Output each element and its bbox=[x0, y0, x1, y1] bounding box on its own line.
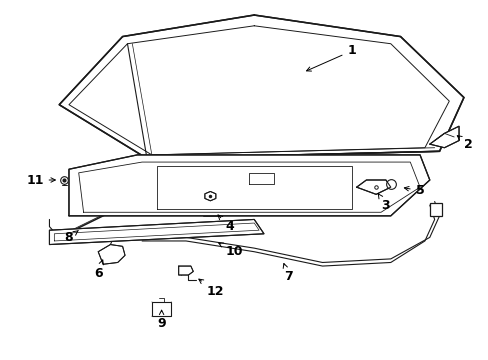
Text: 1: 1 bbox=[306, 44, 355, 71]
Polygon shape bbox=[69, 155, 429, 216]
Polygon shape bbox=[98, 244, 125, 264]
Text: 6: 6 bbox=[94, 260, 103, 280]
Polygon shape bbox=[204, 192, 215, 201]
Text: 7: 7 bbox=[283, 264, 292, 283]
Text: 2: 2 bbox=[456, 136, 472, 150]
Polygon shape bbox=[49, 220, 264, 244]
Polygon shape bbox=[59, 15, 463, 158]
Text: 4: 4 bbox=[218, 215, 234, 233]
Text: 12: 12 bbox=[199, 279, 224, 298]
FancyBboxPatch shape bbox=[429, 203, 441, 216]
Text: 10: 10 bbox=[218, 243, 243, 258]
Polygon shape bbox=[356, 180, 390, 194]
Text: 5: 5 bbox=[404, 184, 424, 197]
Text: 8: 8 bbox=[64, 230, 78, 244]
Text: 9: 9 bbox=[157, 310, 165, 330]
FancyBboxPatch shape bbox=[152, 302, 171, 316]
Text: 3: 3 bbox=[377, 193, 389, 212]
Text: 11: 11 bbox=[26, 174, 55, 186]
Polygon shape bbox=[178, 266, 193, 275]
Polygon shape bbox=[429, 126, 458, 148]
